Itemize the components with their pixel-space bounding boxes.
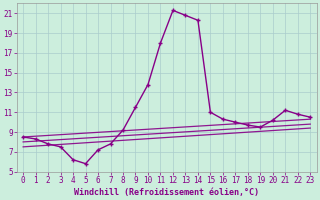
X-axis label: Windchill (Refroidissement éolien,°C): Windchill (Refroidissement éolien,°C) bbox=[74, 188, 259, 197]
